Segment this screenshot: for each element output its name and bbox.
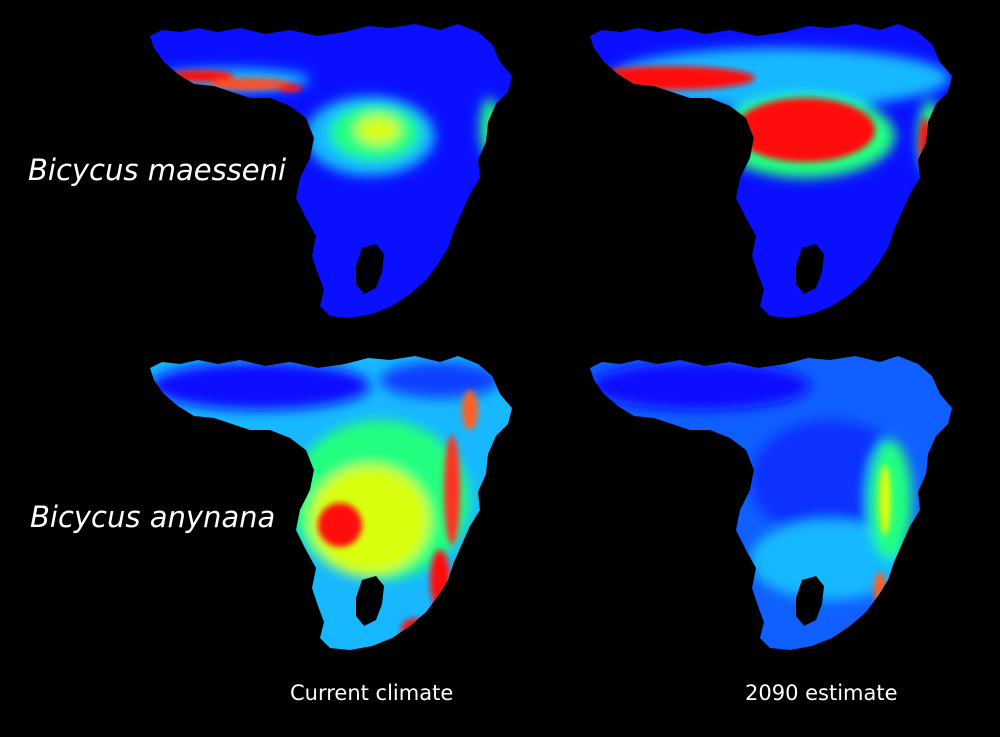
species-label-maesseni: Bicycus maesseni xyxy=(28,153,287,187)
map-anynana-2090 xyxy=(580,350,970,660)
map-maesseni-2090 xyxy=(580,18,970,328)
map-anynana-current xyxy=(140,350,530,660)
africa-map xyxy=(590,24,952,318)
africa-map xyxy=(590,356,952,650)
africa-map xyxy=(150,356,512,650)
species-label-anynana: Bicycus anynana xyxy=(30,500,276,534)
column-label-current-climate: Current climate xyxy=(290,681,454,705)
column-label-2090-estimate: 2090 estimate xyxy=(745,681,898,705)
map-maesseni-current xyxy=(140,18,530,328)
africa-map xyxy=(150,24,512,318)
